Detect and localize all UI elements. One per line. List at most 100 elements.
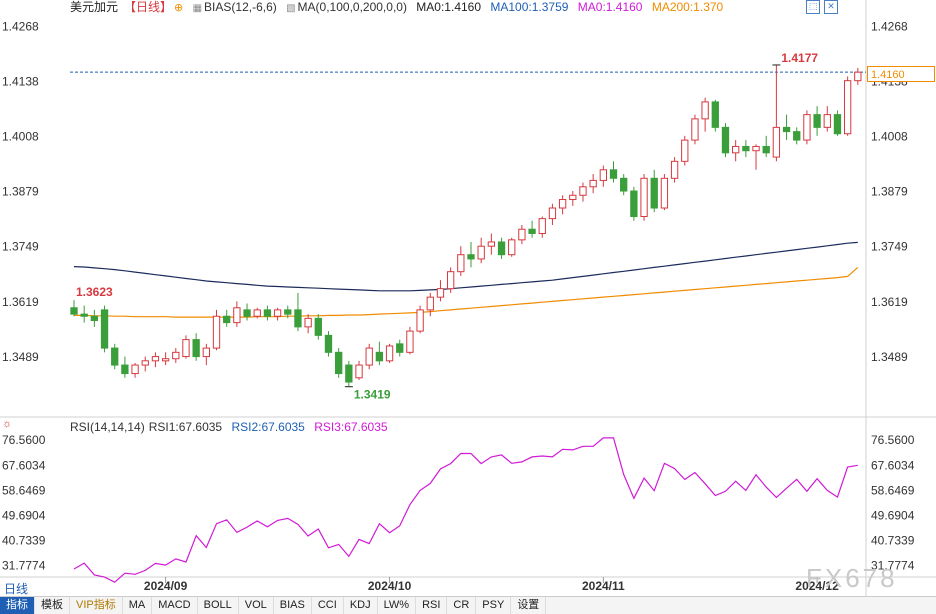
restore-window-icon[interactable]: ⬚ bbox=[806, 0, 820, 14]
toolbar-10[interactable]: LW% bbox=[378, 597, 417, 614]
candle-body bbox=[141, 360, 149, 366]
annotation-label: 1.3419 bbox=[354, 388, 391, 402]
bias-icon: ▦ bbox=[192, 3, 203, 14]
toolbar-3[interactable]: MA bbox=[123, 597, 153, 614]
settings-icon[interactable]: ⊕ bbox=[174, 2, 184, 14]
candle-31 bbox=[385, 343, 394, 363]
toolbar-5[interactable]: BOLL bbox=[198, 597, 239, 614]
candle-40 bbox=[477, 237, 485, 264]
rsi-tick-right: 40.7339 bbox=[871, 533, 915, 547]
candle-body bbox=[579, 186, 587, 196]
candle-69 bbox=[772, 64, 781, 162]
toolbar-1[interactable]: 模板 bbox=[35, 597, 70, 614]
candle-body bbox=[223, 315, 231, 324]
candle-body bbox=[833, 114, 842, 135]
rsi3-value: RSI3:67.6035 bbox=[314, 420, 388, 434]
candle-66 bbox=[742, 140, 750, 158]
ma200-value: MA200:1.370 bbox=[651, 0, 724, 14]
candle-body bbox=[151, 356, 160, 362]
toolbar-0[interactable]: 指标 bbox=[0, 597, 35, 614]
candle-body bbox=[650, 177, 658, 209]
candle-16 bbox=[233, 301, 241, 327]
candle-24 bbox=[314, 314, 322, 340]
indicator-toolbar: 指标 模板 VIP指标 MA MACD BOLL VOL BIAS CCI KDJ LW% RSI CR… bbox=[0, 596, 936, 614]
rsi-tick-left: 31.7774 bbox=[2, 558, 46, 572]
rsi-tick-right: 67.6034 bbox=[871, 458, 915, 472]
rsi-label: RSI(14,14,14) bbox=[70, 420, 145, 434]
candle-body bbox=[304, 317, 312, 328]
candle-38 bbox=[457, 246, 465, 276]
toolbar-14[interactable]: 设置 bbox=[511, 597, 547, 614]
candle-body bbox=[854, 71, 862, 82]
candle-body bbox=[100, 309, 109, 349]
period-selector[interactable]: 日线 bbox=[4, 582, 29, 596]
candle-35 bbox=[426, 292, 434, 317]
candle-body bbox=[324, 334, 333, 353]
candle-body bbox=[182, 339, 190, 358]
candle-9 bbox=[161, 352, 170, 366]
candle-body bbox=[446, 271, 455, 290]
candle-body bbox=[80, 313, 88, 317]
rsi-tick-left: 58.6469 bbox=[2, 483, 46, 497]
candle-body bbox=[518, 228, 526, 241]
candle-body bbox=[294, 309, 302, 328]
candle-26 bbox=[335, 348, 343, 378]
candle-19 bbox=[263, 305, 272, 321]
candle-2 bbox=[90, 309, 99, 327]
time-tick-label: 2024/09 bbox=[144, 579, 188, 593]
candle-68 bbox=[762, 135, 770, 158]
toolbar-9[interactable]: KDJ bbox=[344, 597, 378, 614]
price-tick-right: 1.3619 bbox=[871, 295, 908, 309]
rsi-header: RSI(14,14,14) RSI1:67.6035 RSI2:67.6035 R… bbox=[70, 420, 394, 434]
toolbar-7[interactable]: BIAS bbox=[274, 597, 312, 614]
rsi-tick-right: 76.5600 bbox=[871, 433, 915, 447]
annotation-label: 1.3623 bbox=[76, 285, 113, 299]
ma-line-ma100 bbox=[73, 241, 858, 292]
candle-body bbox=[681, 139, 689, 162]
price-tick-right: 1.3749 bbox=[871, 240, 908, 254]
candle-body bbox=[569, 194, 577, 201]
rsi-tick-right: 58.6469 bbox=[871, 483, 915, 497]
candle-body bbox=[284, 309, 292, 315]
ma-icon: ▧ bbox=[286, 3, 296, 14]
toolbar-6[interactable]: VOL bbox=[239, 597, 274, 614]
rsi-tick-right: 31.7774 bbox=[871, 558, 915, 572]
candle-body bbox=[721, 126, 730, 154]
candle-45 bbox=[528, 220, 536, 238]
toolbar-2[interactable]: VIP指标 bbox=[70, 597, 123, 614]
rsi-tick-right: 49.6904 bbox=[871, 508, 915, 522]
price-tick-left: 1.4268 bbox=[2, 19, 39, 33]
candle-body bbox=[508, 239, 516, 256]
rsi-tick-left: 67.6034 bbox=[2, 458, 46, 472]
candle-body bbox=[620, 177, 628, 192]
candle-44 bbox=[518, 224, 526, 245]
candle-34 bbox=[416, 305, 424, 334]
period-label: 【日线】 bbox=[124, 0, 173, 14]
candle-49 bbox=[569, 191, 577, 206]
toolbar-13[interactable]: PSY bbox=[476, 597, 512, 614]
toolbar-12[interactable]: CR bbox=[447, 597, 477, 614]
time-tick-label: 2024/12 bbox=[795, 579, 839, 593]
rsi-settings-icon[interactable]: ☼ bbox=[2, 418, 13, 430]
candle-15 bbox=[223, 309, 231, 327]
candle-43 bbox=[508, 237, 516, 257]
candle-body bbox=[782, 126, 791, 133]
candle-20 bbox=[273, 307, 282, 321]
candle-28 bbox=[355, 360, 363, 380]
toolbar-4[interactable]: MACD bbox=[152, 597, 198, 614]
candle-29 bbox=[365, 343, 373, 370]
candle-73 bbox=[813, 106, 821, 136]
symbol-name: 美元加元 bbox=[70, 0, 119, 14]
candle-48 bbox=[558, 195, 567, 215]
price-tick-right: 1.3489 bbox=[871, 350, 908, 364]
candle-body bbox=[263, 309, 272, 317]
toolbar-11[interactable]: RSI bbox=[416, 597, 448, 614]
rsi-tick-left: 49.6904 bbox=[2, 508, 46, 522]
toolbar-8[interactable]: CCI bbox=[312, 597, 344, 614]
candle-body bbox=[121, 364, 129, 375]
candle-body bbox=[457, 254, 465, 273]
close-window-icon[interactable]: ✕ bbox=[824, 0, 838, 14]
rsi-tick-left: 40.7339 bbox=[2, 533, 46, 547]
candle-27 bbox=[345, 360, 353, 387]
